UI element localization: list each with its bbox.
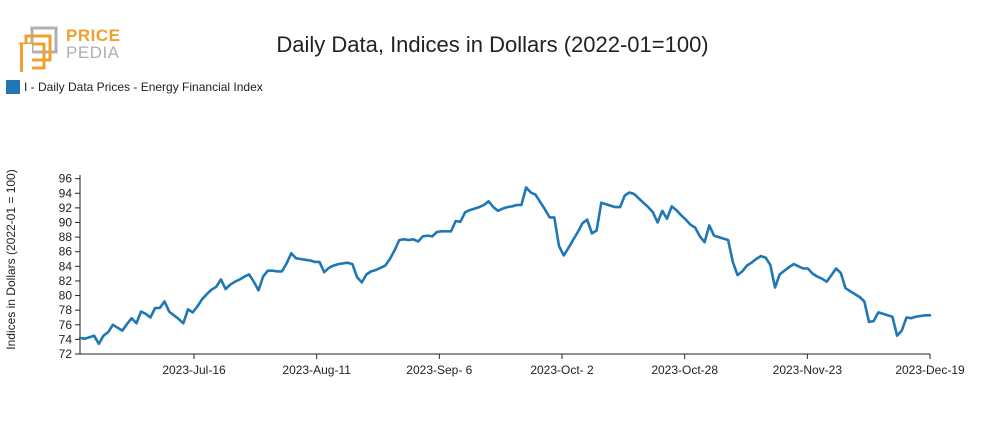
- y-tick-label: 72: [59, 347, 73, 361]
- y-axis-title: Indices in Dollars (2022-01 = 100): [4, 169, 18, 349]
- legend[interactable]: I - Daily Data Prices - Energy Financial…: [6, 80, 263, 94]
- y-tick-label: 80: [59, 289, 73, 303]
- x-tick-label: 2023-Jul-16: [162, 363, 226, 377]
- x-tick-label: 2023-Oct-28: [651, 363, 718, 377]
- y-tick-label: 84: [59, 259, 73, 273]
- logo-text-pedia: PEDIA: [66, 43, 120, 62]
- y-tick-label: 86: [59, 245, 73, 259]
- y-tick-label: 96: [59, 172, 73, 186]
- y-tick-label: 78: [59, 303, 73, 317]
- y-tick-label: 88: [59, 230, 73, 244]
- x-tick-label: 2023-Dec-19: [895, 363, 965, 377]
- y-tick-label: 94: [59, 186, 73, 200]
- y-tick-label: 76: [59, 318, 73, 332]
- pricepedia-logo: PRICE PEDIA: [18, 24, 128, 74]
- series-line: [78, 186, 932, 346]
- y-tick-label: 90: [59, 215, 73, 229]
- x-tick-label: 2023-Nov-23: [773, 363, 843, 377]
- y-tick-label: 92: [59, 201, 73, 215]
- x-tick-label: 2023-Oct- 2: [530, 363, 594, 377]
- legend-label: I - Daily Data Prices - Energy Financial…: [24, 80, 263, 94]
- chart-title: Daily Data, Indices in Dollars (2022-01=…: [276, 32, 709, 57]
- logo-mark-icon: [18, 26, 58, 74]
- logo-text-price: PRICE: [66, 26, 121, 45]
- y-tick-label: 82: [59, 274, 73, 288]
- y-tick-label: 74: [59, 332, 73, 346]
- legend-swatch: [6, 80, 20, 94]
- x-tick-label: 2023-Aug-11: [282, 363, 351, 377]
- x-tick-label: 2023-Sep- 6: [406, 363, 472, 377]
